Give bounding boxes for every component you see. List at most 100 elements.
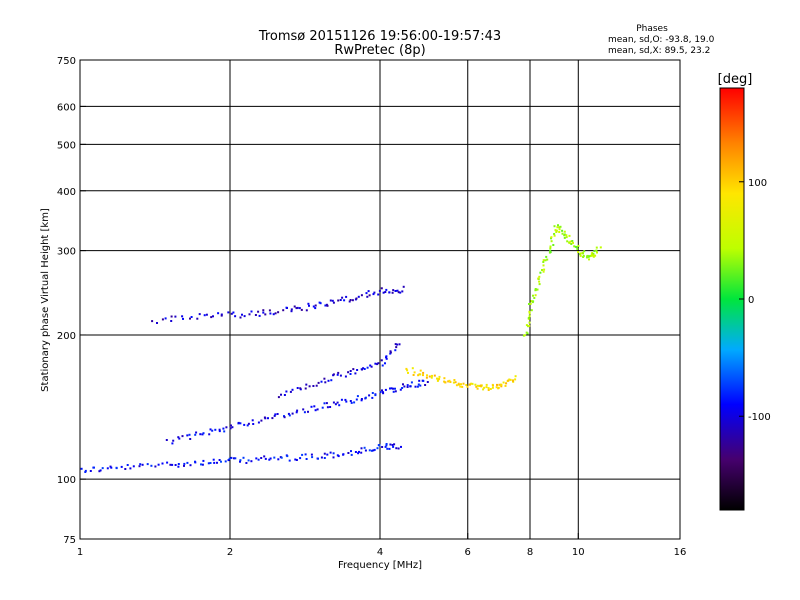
echo-point <box>382 391 384 394</box>
echo-point <box>384 362 386 365</box>
echo-point <box>549 245 552 248</box>
y-tick-label: 100 <box>57 475 76 486</box>
echo-point <box>283 394 286 396</box>
echo-point <box>368 449 371 452</box>
echo-point <box>271 417 274 420</box>
echo-point <box>406 384 409 387</box>
echo-point <box>169 463 172 466</box>
echo-point <box>558 226 561 229</box>
echo-point <box>321 406 324 409</box>
echo-point <box>457 383 460 386</box>
echo-point <box>283 416 286 419</box>
echo-point <box>553 225 556 228</box>
echo-point <box>307 410 309 413</box>
echo-point <box>320 456 323 459</box>
echo-point <box>390 387 393 390</box>
echo-point <box>289 390 292 393</box>
echo-point <box>247 422 250 425</box>
echo-point <box>84 471 87 473</box>
y-tick-label: 400 <box>57 187 76 198</box>
x-tick-label: 2 <box>227 547 233 558</box>
chart-title: Tromsø 20151126 19:56:00-19:57:43 <box>258 29 501 44</box>
echo-point <box>182 317 184 320</box>
echo-point <box>388 291 391 294</box>
echo-point <box>376 363 379 366</box>
echo-point <box>285 306 288 309</box>
echo-point <box>370 449 373 452</box>
echo-point <box>480 384 483 387</box>
echo-point <box>166 461 169 464</box>
echo-point <box>426 374 428 377</box>
echo-point <box>528 312 531 315</box>
echo-point <box>315 384 318 387</box>
echo-point <box>378 444 381 447</box>
echo-point <box>443 377 446 380</box>
x-tick-label: 10 <box>572 547 585 558</box>
echo-point <box>350 453 353 456</box>
echo-point <box>470 382 473 385</box>
echo-point <box>174 315 177 318</box>
echo-point <box>417 374 420 377</box>
echo-point <box>400 445 402 448</box>
echo-point <box>177 465 180 468</box>
echo-point <box>418 379 421 382</box>
echo-point <box>188 433 191 436</box>
echo-point <box>542 264 545 267</box>
echo-point <box>392 289 395 292</box>
echo-point <box>89 470 92 472</box>
echo-point <box>485 383 488 386</box>
echo-point <box>354 451 357 453</box>
echo-point <box>311 456 314 459</box>
echo-point <box>295 411 298 414</box>
echo-point <box>164 317 167 320</box>
echo-point <box>385 355 388 358</box>
echo-point <box>317 457 319 460</box>
echo-point <box>186 461 189 464</box>
echo-point <box>424 384 427 386</box>
echo-point <box>409 385 412 388</box>
echo-point <box>250 460 253 463</box>
echo-point <box>248 313 251 316</box>
echo-point <box>360 451 363 454</box>
echo-point <box>405 367 408 370</box>
echo-point <box>286 455 289 458</box>
echo-point <box>339 374 342 377</box>
x-tick-label: 6 <box>465 547 471 558</box>
echo-point <box>239 460 241 463</box>
echo-point <box>151 320 154 323</box>
colorbar-tick-label: -100 <box>748 412 771 423</box>
echo-point <box>80 467 83 470</box>
echo-point <box>156 322 158 324</box>
echo-point <box>101 467 104 470</box>
echo-point <box>523 334 526 337</box>
echo-point <box>392 387 394 390</box>
echo-point <box>356 395 359 398</box>
echo-point <box>555 229 558 232</box>
echo-point <box>314 304 317 307</box>
echo-point <box>217 312 220 315</box>
echo-point <box>374 394 377 397</box>
echo-point <box>195 431 198 434</box>
echo-point <box>586 256 588 259</box>
echo-point <box>364 396 367 399</box>
echo-point <box>512 379 514 382</box>
echo-point <box>212 315 214 318</box>
echo-point <box>210 316 213 319</box>
echo-point <box>546 258 549 261</box>
echo-point <box>525 324 528 327</box>
echo-point <box>394 387 396 390</box>
echo-point <box>280 393 282 396</box>
echo-point <box>360 294 363 297</box>
echo-point <box>413 371 416 374</box>
echo-point <box>417 383 420 386</box>
echo-point <box>487 389 490 391</box>
echo-point <box>288 459 291 462</box>
echo-point <box>556 226 559 229</box>
echo-point <box>557 224 559 227</box>
echo-point <box>412 374 415 376</box>
echo-point <box>379 391 382 394</box>
echo-point <box>323 402 326 405</box>
echo-point <box>150 464 153 467</box>
echo-point <box>426 381 429 383</box>
echo-point <box>534 289 537 292</box>
